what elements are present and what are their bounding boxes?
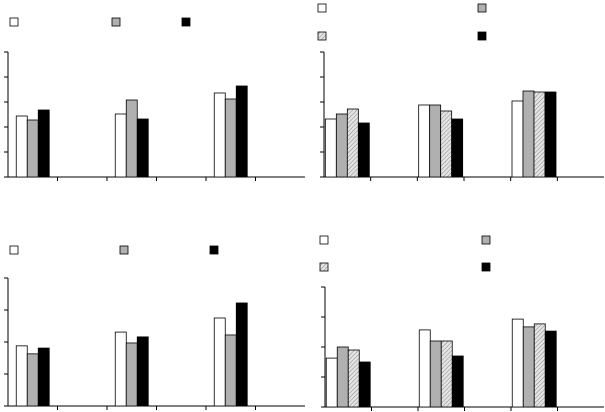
bar [533, 91, 546, 178]
bar [324, 118, 337, 178]
bar [235, 302, 248, 407]
legend-swatch [111, 17, 121, 27]
bar [325, 357, 338, 408]
bar [357, 122, 370, 178]
bar [346, 108, 359, 178]
bar [544, 330, 557, 408]
bar [37, 347, 50, 407]
bar [224, 98, 237, 178]
legend-swatch [317, 31, 327, 41]
bar [451, 118, 464, 178]
bar [533, 323, 546, 408]
bar [440, 340, 453, 408]
bar [26, 353, 39, 407]
bar [347, 349, 360, 408]
legend-swatch [477, 31, 487, 41]
bar [213, 92, 226, 178]
bar [544, 91, 557, 178]
bar [451, 355, 464, 408]
bar [418, 104, 431, 178]
legend-swatch [9, 245, 19, 255]
bar [15, 345, 28, 407]
legend-swatch [481, 235, 491, 245]
bar [114, 113, 127, 178]
bar [429, 340, 442, 408]
legend-swatch [9, 17, 19, 27]
bar [336, 346, 349, 408]
bar [418, 329, 431, 408]
bar [358, 361, 371, 408]
bar [511, 318, 524, 408]
bar [511, 100, 524, 178]
bar [15, 115, 28, 178]
bar [429, 104, 442, 178]
bar [522, 326, 535, 408]
legend-swatch [181, 17, 191, 27]
bar [125, 99, 138, 178]
bar [440, 110, 453, 178]
bar [136, 336, 149, 407]
legend-swatch [317, 3, 327, 13]
legend-swatch [319, 262, 329, 272]
bar [213, 317, 226, 407]
legend-swatch [319, 235, 329, 245]
legend-swatch [209, 245, 219, 255]
bar [26, 119, 39, 178]
bar [136, 118, 149, 178]
legend-swatch [477, 3, 487, 13]
legend-swatch [119, 245, 129, 255]
bar [114, 331, 127, 407]
bar [235, 85, 248, 178]
bar [522, 90, 535, 178]
bar [335, 113, 348, 178]
bar [125, 342, 138, 407]
bar [37, 109, 50, 178]
legend-swatch [481, 262, 491, 272]
bar [224, 334, 237, 407]
